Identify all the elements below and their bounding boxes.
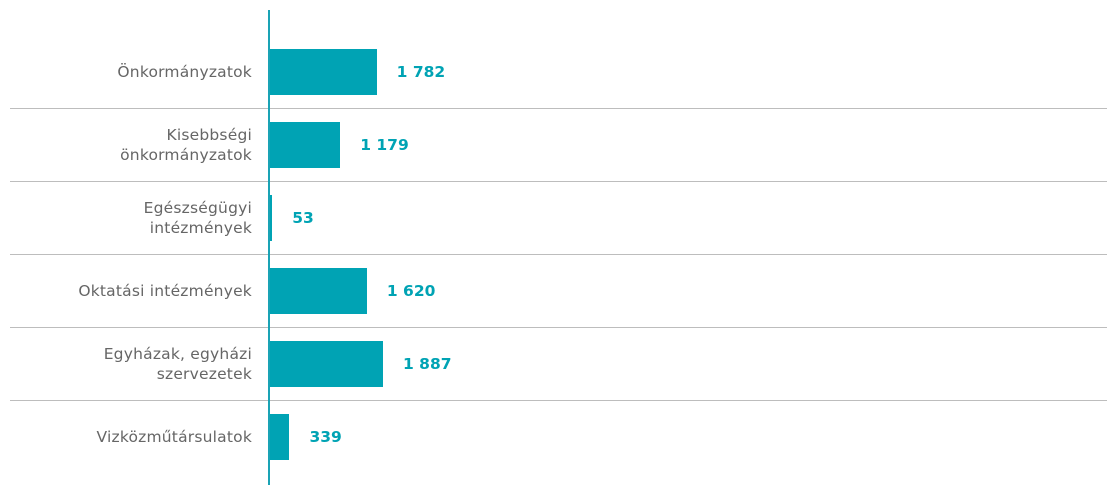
bar — [269, 48, 377, 95]
separator — [10, 181, 1107, 182]
category-label: Önkormányzatok — [117, 62, 252, 81]
value-label: 1 179 — [360, 135, 409, 154]
category-label: Oktatási intézmények — [78, 281, 252, 300]
row: Oktatási intézmények 1 620 — [0, 254, 1107, 327]
row: Egyházak, egyházi szervezetek 1 887 — [0, 327, 1107, 400]
value-label: 53 — [292, 208, 314, 227]
bar — [269, 340, 383, 387]
separator — [10, 254, 1107, 255]
bar — [269, 267, 367, 314]
row: Kisebbségi önkormányzatok 1 179 — [0, 108, 1107, 181]
row: Önkormányzatok 1 782 — [0, 35, 1107, 108]
category-label: Egészségügyi intézmények — [143, 198, 252, 237]
separator — [10, 400, 1107, 401]
bar — [269, 121, 341, 168]
value-label: 1 782 — [396, 62, 446, 81]
row: Vizközműtársulatok 339 — [0, 400, 1107, 473]
separator — [10, 327, 1107, 328]
category-label: Vizközműtársulatok — [96, 427, 252, 446]
category-label: Egyházak, egyházi szervezetek — [103, 344, 252, 383]
bar — [269, 413, 290, 460]
category-label: Kisebbségi önkormányzatok — [120, 125, 252, 164]
separator — [10, 108, 1107, 109]
row: Egészségügyi intézmények 53 — [0, 181, 1107, 254]
value-label: 1 620 — [386, 281, 436, 300]
bar — [269, 194, 273, 241]
axis-line — [268, 10, 270, 485]
value-label: 339 — [309, 427, 342, 446]
value-label: 1 887 — [403, 354, 452, 373]
